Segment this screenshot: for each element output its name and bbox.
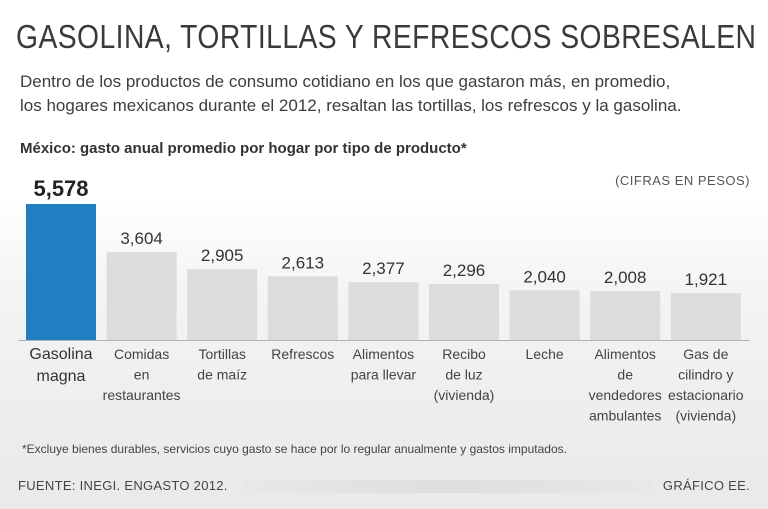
value-label-4: 2,377	[362, 259, 405, 278]
category-label-2-0: Tortillas	[198, 346, 245, 362]
category-label-3-0: Refrescos	[271, 346, 334, 362]
category-label-5-1: de luz	[445, 367, 482, 383]
category-label-6-0: Leche	[526, 346, 564, 362]
category-label-2-1: de maíz	[197, 367, 247, 383]
value-label-5: 2,296	[443, 261, 486, 280]
value-label-7: 2,008	[604, 268, 647, 287]
bar-0	[26, 204, 96, 340]
category-label-4-0: Alimentos	[353, 346, 414, 362]
value-label-8: 1,921	[685, 270, 728, 289]
footer-band	[244, 480, 652, 493]
bar-6	[509, 290, 580, 340]
category-label-0-0: Gasolina	[29, 346, 92, 363]
page-title: GASOLINA, TORTILLAS Y REFRESCOS SOBRESAL…	[16, 18, 757, 55]
credit-label: GRÁFICO EE.	[662, 478, 750, 493]
subtitle-line-1: Dentro de los productos de consumo cotid…	[20, 72, 671, 91]
category-label-8-2: estacionario	[668, 387, 744, 403]
category-label-7-0: Alimentos	[594, 346, 655, 362]
category-label-8-0: Gas de	[683, 346, 728, 362]
category-label-8-3: (vivienda)	[675, 408, 736, 424]
value-label-1: 3,604	[120, 229, 163, 248]
bar-3	[267, 276, 338, 340]
source-label: FUENTE: INEGI. ENGASTO 2012.	[18, 478, 228, 493]
subtitle: Dentro de los productos de consumo cotid…	[20, 70, 760, 118]
value-label-0: 5,578	[33, 176, 88, 201]
category-label-1-0: Comidas	[114, 346, 169, 362]
category-label-7-3: ambulantes	[589, 408, 661, 424]
category-label-1-1: en	[134, 367, 150, 383]
bar-4	[348, 282, 419, 340]
category-label-4-1: para llevar	[351, 367, 417, 383]
category-label-8-1: cilindro y	[678, 367, 733, 383]
bar-2	[187, 269, 258, 340]
category-label-5-0: Recibo	[442, 346, 486, 362]
units-label: (CIFRAS EN PESOS)	[615, 173, 750, 188]
category-label-7-2: vendedores	[589, 387, 662, 403]
value-label-2: 2,905	[201, 246, 244, 265]
chart-title: México: gasto anual promedio por hogar p…	[20, 140, 467, 157]
category-label-7-1: de	[617, 367, 633, 383]
value-label-6: 2,040	[523, 267, 566, 286]
bar-7	[590, 291, 661, 340]
bar-1	[106, 252, 177, 340]
category-label-5-2: (vivienda)	[434, 387, 495, 403]
bar-8	[670, 293, 741, 340]
bar-5	[429, 284, 499, 340]
chart-background	[0, 196, 768, 509]
footnote: *Excluye bienes durables, servicios cuyo…	[22, 442, 567, 456]
category-label-1-2: restaurantes	[103, 387, 181, 403]
value-label-3: 2,613	[282, 253, 325, 272]
footer: FUENTE: INEGI. ENGASTO 2012. GRÁFICO EE.	[0, 475, 768, 497]
category-label-0-1: magna	[37, 368, 86, 385]
subtitle-line-2: los hogares mexicanos durante el 2012, r…	[20, 96, 682, 115]
